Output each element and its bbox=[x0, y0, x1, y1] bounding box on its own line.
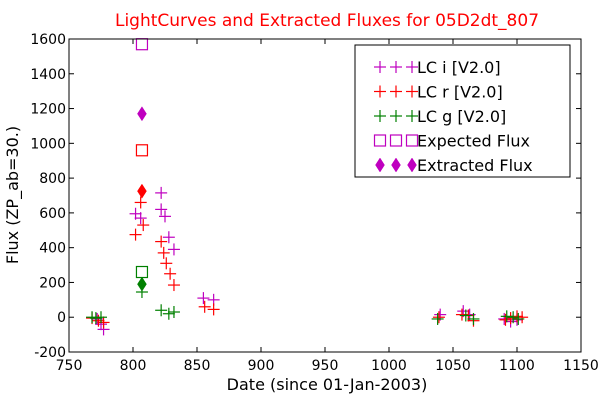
legend-marker bbox=[373, 134, 387, 147]
legend-marker bbox=[406, 110, 418, 122]
plot-area bbox=[86, 38, 529, 336]
diamond-point bbox=[137, 183, 147, 199]
x-tick-label: 1000 bbox=[371, 358, 407, 374]
legend-item: LC i [V2.0] bbox=[374, 58, 501, 77]
plus-point bbox=[432, 311, 445, 324]
plus-point bbox=[97, 316, 110, 329]
plus-point bbox=[207, 303, 220, 316]
series-lc-r-v2-0 bbox=[86, 196, 529, 329]
x-tick-label: 1150 bbox=[563, 358, 599, 374]
plus-point bbox=[167, 279, 180, 292]
x-axis-label: Date (since 01-Jan-2003) bbox=[227, 375, 428, 394]
series-lc-i-v2-0 bbox=[91, 186, 523, 336]
legend-label: LC i [V2.0] bbox=[417, 58, 501, 77]
square-point bbox=[135, 265, 149, 279]
square-point bbox=[135, 144, 149, 157]
plus-point bbox=[137, 219, 150, 232]
legend-marker bbox=[406, 85, 418, 98]
plus-point bbox=[507, 311, 520, 324]
x-tick-label: 750 bbox=[56, 358, 83, 374]
x-tick-label: 850 bbox=[184, 358, 211, 374]
plus-point bbox=[155, 203, 168, 216]
y-tick-label: 1200 bbox=[30, 102, 66, 118]
legend-label: LC g [V2.0] bbox=[417, 107, 506, 126]
plus-point bbox=[512, 312, 525, 325]
legend-label: Expected Flux bbox=[417, 132, 530, 151]
y-tick-label: 800 bbox=[39, 171, 66, 187]
series-lc-g-v2-0 bbox=[86, 286, 525, 325]
diamond-point bbox=[137, 276, 147, 292]
y-tick-label: 400 bbox=[39, 241, 66, 257]
plus-point bbox=[157, 246, 170, 259]
legend-marker bbox=[407, 157, 417, 173]
axis-ticks: 750 800 850 900 950 1000 1050 1100 1150 -200 0 200 4… bbox=[30, 32, 598, 374]
legend-marker bbox=[405, 134, 419, 147]
diamond-point bbox=[137, 106, 147, 122]
y-tick-label: 1600 bbox=[30, 32, 66, 48]
legend-marker bbox=[406, 61, 418, 73]
plus-point bbox=[500, 310, 513, 323]
x-tick-label: 900 bbox=[248, 358, 275, 374]
x-tick-label: 950 bbox=[312, 358, 339, 374]
plus-point bbox=[92, 314, 105, 327]
legend-marker bbox=[389, 134, 403, 147]
series-expected-flux bbox=[135, 38, 149, 279]
y-tick-label: 1400 bbox=[30, 67, 66, 83]
legend-item: LC r [V2.0] bbox=[374, 83, 503, 102]
plus-point bbox=[129, 228, 142, 241]
plus-point bbox=[162, 231, 175, 244]
y-tick-label: 0 bbox=[57, 310, 66, 326]
plus-point bbox=[155, 304, 168, 317]
plus-point bbox=[167, 306, 180, 319]
legend-label: Extracted Flux bbox=[417, 156, 533, 175]
plus-point bbox=[162, 307, 175, 320]
plus-point bbox=[431, 312, 444, 325]
legend-marker bbox=[374, 61, 386, 73]
plus-point bbox=[160, 257, 173, 270]
chart-title: LightCurves and Extracted Fluxes for 05D… bbox=[115, 11, 539, 31]
plus-point bbox=[159, 210, 171, 223]
legend-marker bbox=[374, 110, 386, 122]
legend-marker bbox=[375, 157, 385, 173]
legend: LC i [V2.0] LC r [V2.0] LC g [V2.0] Expecte… bbox=[354, 44, 571, 178]
legend-item: Extracted Flux bbox=[375, 156, 533, 175]
legend-marker bbox=[374, 85, 386, 98]
legend-item: LC g [V2.0] bbox=[374, 107, 506, 126]
x-tick-label: 800 bbox=[120, 358, 147, 374]
plus-point bbox=[167, 243, 180, 256]
legend-marker bbox=[390, 110, 402, 122]
plus-point bbox=[155, 235, 168, 248]
plus-point bbox=[155, 186, 168, 199]
plus-point bbox=[499, 313, 512, 326]
plus-point bbox=[89, 312, 102, 325]
plus-point bbox=[197, 292, 210, 305]
plus-point bbox=[467, 312, 480, 325]
series-extracted-flux bbox=[137, 106, 147, 292]
plus-point bbox=[198, 300, 211, 313]
plus-point bbox=[134, 196, 147, 209]
legend-item: Expected Flux bbox=[373, 132, 530, 151]
plus-point bbox=[95, 311, 107, 324]
square-point bbox=[135, 38, 149, 51]
legend-label: LC r [V2.0] bbox=[417, 83, 503, 102]
y-axis-label: Flux (ZP_ab=30.) bbox=[3, 126, 23, 264]
x-tick-label: 1050 bbox=[435, 358, 471, 374]
legend-marker bbox=[391, 157, 401, 173]
y-tick-label: 1000 bbox=[30, 136, 66, 152]
legend-marker bbox=[390, 85, 402, 98]
y-tick-label: 600 bbox=[39, 206, 66, 222]
plus-point bbox=[459, 309, 472, 322]
plus-point bbox=[164, 267, 177, 280]
x-tick-label: 1100 bbox=[499, 358, 535, 374]
y-tick-label: -200 bbox=[34, 345, 66, 361]
plus-point bbox=[134, 212, 147, 225]
legend-marker bbox=[390, 61, 402, 73]
plus-point bbox=[498, 312, 511, 325]
y-tick-label: 200 bbox=[39, 275, 66, 291]
